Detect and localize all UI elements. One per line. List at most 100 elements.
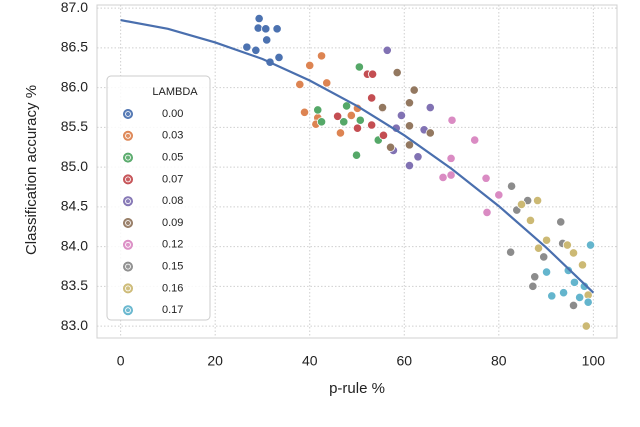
point: [556, 217, 566, 227]
point: [305, 60, 315, 71]
point: [568, 300, 579, 311]
point: [575, 292, 585, 303]
point: [313, 105, 323, 115]
y-tick-label: 83.0: [61, 317, 88, 333]
point: [562, 240, 572, 250]
point: [262, 35, 272, 45]
legend-marker: [123, 174, 133, 185]
point: [316, 117, 327, 127]
point: [367, 93, 377, 103]
y-axis-label: Classification accuracy %: [23, 85, 40, 255]
point: [346, 110, 356, 121]
point: [470, 135, 480, 145]
point: [404, 98, 415, 108]
point: [425, 128, 435, 138]
x-tick-label: 100: [582, 353, 606, 369]
x-tick-label: 80: [491, 353, 507, 369]
legend-marker: [123, 283, 133, 294]
y-tick-label: 87.0: [61, 0, 88, 15]
point: [547, 291, 557, 301]
point: [541, 235, 552, 245]
point: [482, 207, 492, 218]
legend-marker: [123, 305, 133, 316]
y-tick-label: 84.0: [61, 237, 88, 253]
legend-label: 0.16: [162, 282, 183, 294]
y-tick-label: 85.5: [61, 118, 88, 134]
point: [385, 142, 396, 152]
point: [539, 252, 549, 262]
point: [494, 190, 504, 200]
legend-marker-ring: [125, 111, 131, 117]
point: [377, 102, 388, 113]
point: [396, 110, 407, 121]
legend-marker: [123, 152, 133, 163]
point: [242, 42, 252, 52]
point: [274, 52, 284, 63]
legend-marker: [123, 218, 133, 228]
point: [438, 172, 448, 183]
legend-marker-ring: [125, 241, 131, 248]
legend-label: 0.17: [162, 304, 183, 316]
point: [506, 247, 516, 257]
point: [446, 153, 456, 163]
point: [446, 170, 456, 180]
point: [581, 321, 591, 331]
legend-label: 0.07: [162, 173, 183, 185]
point: [525, 215, 536, 225]
point: [530, 272, 540, 282]
legend-marker-ring: [125, 263, 131, 270]
point: [481, 173, 491, 183]
point: [563, 265, 573, 276]
y-tick-label: 85.0: [61, 158, 88, 174]
x-axis-label: p-rule %: [329, 380, 385, 397]
point: [404, 160, 415, 171]
legend-title: LAMBDA: [152, 86, 198, 98]
y-tick-label: 83.5: [61, 277, 88, 293]
point: [272, 24, 282, 34]
y-tick-label: 86.5: [61, 39, 88, 55]
point: [516, 199, 527, 210]
point: [251, 45, 261, 55]
legend-label: 0.05: [162, 152, 183, 164]
legend-marker: [123, 239, 133, 250]
point: [404, 121, 415, 131]
point: [541, 267, 552, 277]
point: [425, 102, 435, 113]
point: [583, 297, 593, 307]
point: [299, 107, 310, 117]
point: [532, 195, 543, 206]
point: [367, 120, 377, 130]
legend-label: 0.08: [162, 195, 183, 207]
legend-marker: [123, 261, 133, 272]
point: [322, 78, 332, 88]
point: [355, 115, 365, 125]
point: [339, 117, 349, 127]
point: [447, 115, 457, 125]
point: [316, 51, 327, 61]
point: [409, 85, 419, 95]
point: [341, 101, 352, 111]
point: [577, 260, 588, 270]
legend-box: [106, 75, 211, 321]
point: [579, 281, 589, 291]
fit-line: [120, 19, 595, 294]
legend-label: 0.12: [162, 239, 183, 251]
legend-marker: [123, 109, 133, 119]
point: [569, 277, 580, 287]
point: [585, 240, 596, 250]
legend-marker-ring: [125, 198, 131, 205]
point: [404, 140, 415, 150]
legend-label: 0.03: [162, 130, 183, 142]
point: [333, 111, 343, 121]
legend-marker-ring: [125, 285, 131, 292]
legend-marker-ring: [125, 176, 131, 183]
point: [382, 45, 392, 55]
legend-marker-ring: [125, 132, 131, 139]
legend-label: 0.00: [162, 108, 183, 120]
point: [351, 150, 362, 160]
x-tick-label: 40: [302, 353, 318, 369]
point: [261, 24, 271, 34]
point: [392, 67, 402, 78]
x-tick-label: 0: [117, 353, 125, 369]
